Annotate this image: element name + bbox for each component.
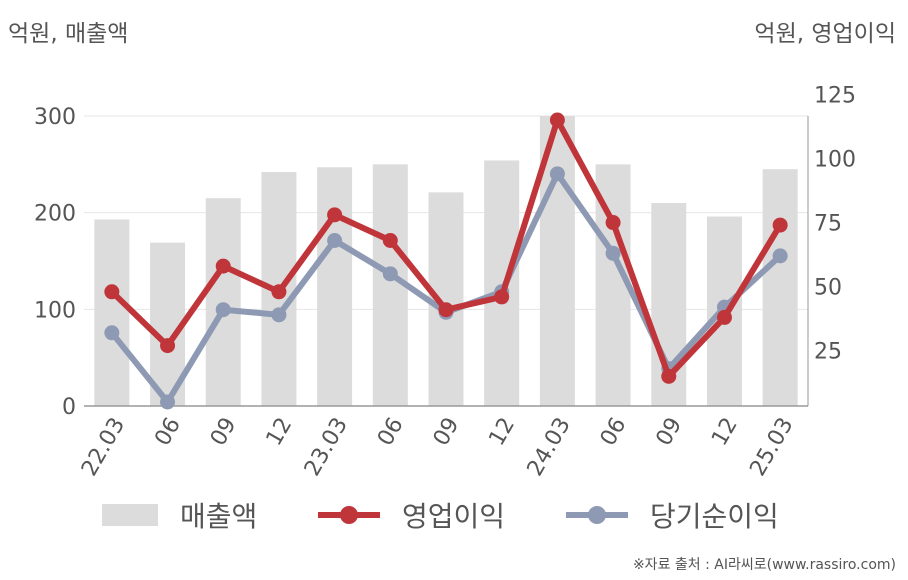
operating-profit-point bbox=[772, 217, 788, 233]
operating-profit-point bbox=[661, 368, 677, 384]
x-tick-label: 12 bbox=[707, 414, 743, 451]
net-profit-point bbox=[382, 266, 398, 282]
net-profit-point bbox=[160, 394, 176, 410]
y-right-tick-label: 75 bbox=[814, 212, 842, 237]
net-profit-point bbox=[215, 302, 231, 318]
legend-label-net-profit: 당기순이익 bbox=[650, 500, 779, 533]
legend-item-net-profit: 당기순이익 bbox=[566, 490, 779, 540]
operating-profit-point bbox=[494, 289, 510, 305]
net-profit-point bbox=[104, 325, 120, 341]
legend-swatch-operating-profit bbox=[318, 504, 380, 526]
left-axis-unit: 억원, 매출액 bbox=[8, 21, 129, 47]
operating-profit-point bbox=[382, 232, 398, 248]
bar-revenue bbox=[317, 167, 353, 406]
x-tick-label: 12 bbox=[484, 414, 520, 451]
x-tick-label: 12 bbox=[262, 414, 298, 451]
bar-revenue bbox=[484, 160, 520, 406]
bar-revenue bbox=[94, 219, 130, 406]
net-profit-point bbox=[327, 232, 343, 248]
x-tick-label: 06 bbox=[373, 414, 409, 451]
legend-label-revenue: 매출액 bbox=[180, 500, 258, 533]
operating-profit-point bbox=[160, 338, 176, 354]
right-axis-unit: 억원, 영업이익 bbox=[754, 21, 896, 47]
x-tick-label: 24.03 bbox=[523, 414, 576, 481]
legend-item-revenue: 매출액 bbox=[102, 490, 257, 540]
operating-profit-point bbox=[327, 207, 343, 223]
x-tick-label: 09 bbox=[206, 414, 242, 451]
y-right-tick-label: 50 bbox=[814, 276, 842, 301]
x-tick-label: 06 bbox=[596, 414, 632, 451]
x-tick-label: 09 bbox=[652, 414, 688, 451]
legend-swatch-revenue bbox=[102, 504, 158, 526]
y-right-tick-label: 125 bbox=[814, 83, 856, 108]
bar-revenue bbox=[205, 198, 241, 406]
source-note: ※자료 출처 : AI라씨로(www.rassiro.com) bbox=[632, 557, 896, 573]
x-tick-label: 22.03 bbox=[77, 414, 130, 481]
y-right-tick-label: 100 bbox=[814, 147, 856, 172]
x-tick-label: 09 bbox=[429, 414, 465, 451]
legend-item-operating-profit: 영업이익 bbox=[318, 490, 505, 540]
x-tick-label: 25.03 bbox=[745, 414, 798, 481]
legend-swatch-net-profit bbox=[566, 504, 628, 526]
operating-profit-point bbox=[438, 302, 454, 318]
operating-profit-point bbox=[215, 258, 231, 274]
operating-profit-point bbox=[271, 284, 287, 300]
y-left-tick-label: 300 bbox=[34, 105, 76, 130]
chart-legend: 매출액 영업이익 당기순이익 bbox=[0, 490, 908, 540]
net-profit-point bbox=[605, 245, 621, 261]
net-profit-point bbox=[549, 166, 565, 182]
x-tick-label: 06 bbox=[150, 414, 186, 451]
y-left-tick-label: 200 bbox=[34, 202, 76, 227]
bar-revenue bbox=[762, 169, 798, 406]
operating-profit-point bbox=[716, 309, 732, 325]
net-profit-point bbox=[271, 307, 287, 323]
net-profit-point bbox=[772, 248, 788, 264]
operating-profit-point bbox=[104, 284, 120, 300]
legend-label-operating-profit: 영업이익 bbox=[402, 500, 506, 533]
y-left-tick-label: 100 bbox=[34, 298, 76, 323]
y-left-tick-label: 0 bbox=[62, 395, 76, 420]
operating-profit-point bbox=[549, 112, 565, 128]
y-right-tick-label: 25 bbox=[814, 340, 842, 365]
operating-profit-point bbox=[605, 215, 621, 231]
x-tick-label: 23.03 bbox=[300, 414, 353, 481]
